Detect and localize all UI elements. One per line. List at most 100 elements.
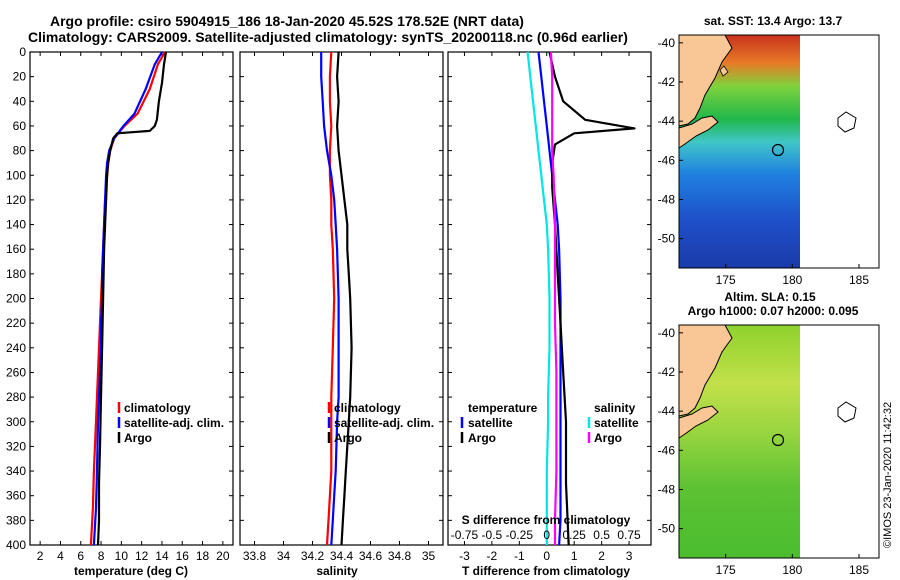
sst-map-title: sat. SST: 13.4 Argo: 13.7 [704, 14, 843, 28]
depth-tick-label: 400 [6, 538, 26, 552]
depth-tick-label: 180 [6, 267, 26, 281]
x-tick-label: 14 [155, 549, 169, 563]
x-tick-label: 8 [98, 549, 105, 563]
depth-tick-label: 80 [13, 144, 27, 158]
depth-tick-label: 40 [13, 94, 27, 108]
series-line-satellite-temperature- [537, 51, 562, 546]
figure-title-line2: Climatology: CARS2009. Satellite-adjuste… [28, 29, 628, 45]
lon-tick-label: 175 [716, 563, 736, 577]
x-tick-label: 10 [115, 549, 129, 563]
x-tick-label: 34.4 [330, 549, 354, 563]
salinity-panel-frame [239, 51, 444, 546]
legend-label-t-argo: Argo [468, 431, 496, 445]
depth-tick-label: 20 [13, 70, 27, 84]
lon-tick-label: 175 [716, 273, 736, 287]
imos-credit: ©IMOS 23-Jan-2020 11:42:32 [882, 402, 894, 548]
series-line-climatology [325, 51, 336, 546]
depth-tick-label: 280 [6, 390, 26, 404]
sla-map [678, 324, 880, 559]
depth-axis: 0 20 40 60 80 100 120 140 160 180 200 220 240 260 280 3… [6, 45, 651, 552]
x-tick-label: 34.2 [301, 549, 325, 563]
x-tick-label: 16 [176, 549, 190, 563]
x-tick-label: -3 [459, 549, 470, 563]
temperature-legend: climatology satellite-adj. clim. Argo [117, 401, 224, 445]
chatham-islands-outline [837, 111, 857, 133]
legend-label-satellite: satellite-adj. clim. [334, 416, 434, 430]
depth-tick-label: 300 [6, 415, 26, 429]
depth-tick-label: 220 [6, 316, 26, 330]
new-zealand-land [678, 34, 733, 127]
x-tick-label: 2 [598, 549, 605, 563]
depth-tick-label: 60 [13, 119, 27, 133]
lat-tick-label: -46 [658, 153, 676, 167]
depth-tick-label: 260 [6, 365, 26, 379]
depth-tick-label: 100 [6, 168, 26, 182]
depth-tick-label: 0 [19, 45, 26, 59]
x-tick-label: -2 [487, 549, 498, 563]
sst-map-frame [678, 34, 880, 269]
series-line-satellite-salinity- [526, 51, 551, 545]
s-diff-tick-label: -0.75 [451, 528, 479, 542]
legend-label-s-satellite: satellite [594, 416, 639, 430]
x-tick-label: 34.6 [359, 549, 383, 563]
s-diff-tick-label: 0.5 [593, 528, 610, 542]
x-tick-label: 35 [422, 549, 436, 563]
new-zealand-land [678, 324, 733, 417]
x-tick-label: 33.8 [243, 549, 267, 563]
x-tick-label: 4 [57, 549, 64, 563]
sst-map-axes: 175 180 185 -40 -42 -44 -46 -48 -50 [658, 36, 870, 287]
lat-tick-label: -42 [658, 365, 676, 379]
depth-tick-label: 340 [6, 464, 26, 478]
difference-plot: -3 -2 -1 0 1 2 3 -0.75 -0.5 -0.25 0 0.25 0.5 0.75 [451, 51, 641, 563]
s-diff-tick-label: 0.25 [563, 528, 587, 542]
legend-header-salinity: salinity [594, 401, 636, 415]
series-line-argo-temperature- [548, 51, 636, 546]
south-island-land [678, 405, 719, 439]
series-line-argo [336, 51, 353, 546]
sla-map-frame [678, 324, 880, 559]
temperature-axis-label: temperature (deg C) [74, 564, 188, 578]
lat-tick-label: -50 [658, 232, 676, 246]
lat-tick-label: -40 [658, 326, 676, 340]
x-tick-label: 34 [277, 549, 291, 563]
legend-label-climatology: climatology [334, 401, 401, 415]
difference-axis-label: T difference from climatology [462, 564, 630, 578]
depth-tick-label: 380 [6, 513, 26, 527]
depth-tick-label: 360 [6, 489, 26, 503]
x-tick-label: 3 [626, 549, 633, 563]
x-tick-label: 0 [543, 549, 550, 563]
s-diff-tick-label: 0.75 [617, 528, 641, 542]
x-tick-label: 6 [77, 549, 84, 563]
argo-location-marker [771, 143, 785, 157]
sst-map [678, 34, 880, 269]
s-diff-tick-label: -0.25 [506, 528, 534, 542]
salinity-legend: climatology satellite-adj. clim. Argo [327, 401, 434, 445]
x-tick-label: 1 [571, 549, 578, 563]
sla-map-title-line1: Altim. SLA: 0.15 [724, 290, 816, 304]
legend-label-s-argo: Argo [594, 431, 622, 445]
island-land [719, 65, 729, 77]
salinity-axis-label: salinity [316, 564, 358, 578]
temperature-panel-frame [29, 51, 234, 546]
legend-header-temperature: temperature [468, 401, 538, 415]
argo-location-marker [771, 433, 785, 447]
series-line-argo-salinity- [549, 51, 558, 545]
chatham-islands-outline [837, 401, 857, 423]
difference-legend: temperature salinity satellite Argo sate… [460, 401, 639, 445]
legend-label-argo: Argo [124, 431, 152, 445]
x-tick-label: 34.8 [388, 549, 412, 563]
x-tick-label: 20 [216, 549, 230, 563]
x-tick-label: -1 [514, 549, 525, 563]
lat-tick-label: -50 [658, 522, 676, 536]
lon-tick-label: 180 [782, 563, 802, 577]
sla-map-axes: 175 180 185 -40 -42 -44 -46 -48 -50 [658, 326, 870, 577]
depth-tick-label: 320 [6, 439, 26, 453]
series-line-satellite-adj-clim- [320, 52, 340, 546]
depth-tick-label: 240 [6, 341, 26, 355]
south-island-land [678, 115, 719, 149]
lon-tick-label: 180 [782, 273, 802, 287]
series-line-argo [96, 51, 168, 546]
lat-tick-label: -42 [658, 75, 676, 89]
s-diff-tick-label: -0.5 [482, 528, 503, 542]
